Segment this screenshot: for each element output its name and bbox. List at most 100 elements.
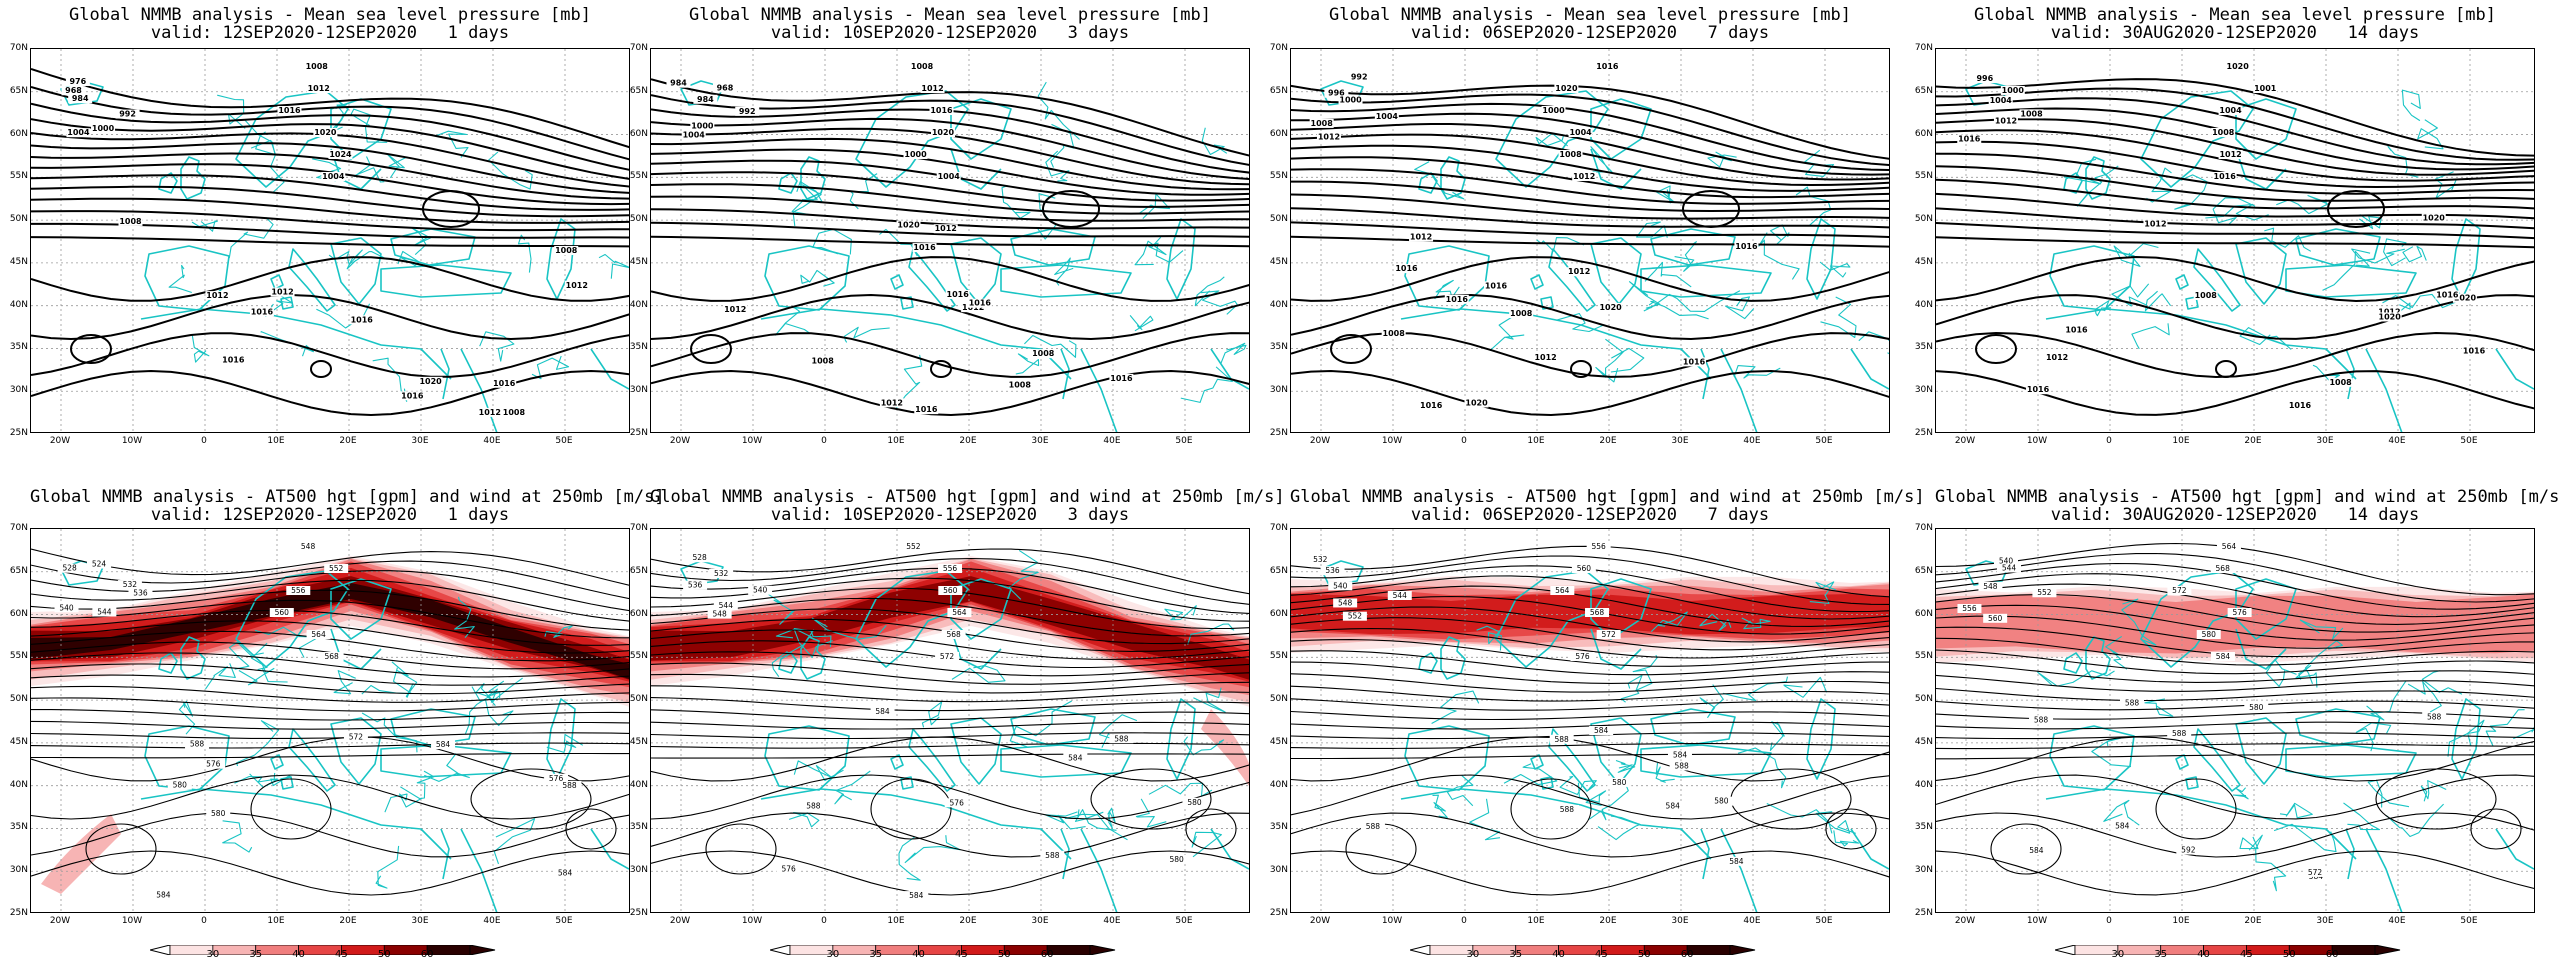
longitude-label: 30E [2316,916,2334,926]
contour-label: 588 [1555,735,1570,744]
contour-label-bg [221,355,246,365]
latitude-label: 65N [9,85,28,96]
map-canvas: 9849689849921000100410081012101610201000… [651,49,1249,432]
contour-label-bg [935,652,960,661]
colorbar-label: 40 [912,949,925,960]
panel-title: Global NMMB analysis - Mean sea level pr… [69,5,591,25]
contour-label: 1016 [401,391,424,400]
contour-label: 528 [62,564,77,573]
contour-label: 584 [909,891,924,900]
z500-panel-3: Global NMMB analysis - AT500 hgt [gpm] a… [1270,0,1925,960]
contour-label: 1008 [1311,119,1334,128]
contour-label-bg [1589,726,1614,736]
colorbar-label: 50 [1637,949,1651,960]
contour-label-bg [1709,796,1734,806]
contour-label-bg [2218,106,2243,115]
longitude-label: 20W [1954,916,1976,926]
contour-label: 584 [2115,822,2130,831]
panel-title: Global NMMB analysis - AT500 hgt [gpm] a… [1935,487,2560,507]
latitude-label: 35N [9,822,28,833]
contour-label-bg [1324,88,1349,98]
contour-label-bg [319,652,344,661]
longitude-label: 10W [121,436,143,446]
contour-label: 1000 [1339,95,1362,104]
latitude-label: 55N [1269,651,1288,662]
contour-label-bg [1724,856,1749,866]
contour-label-bg [2026,385,2051,395]
contour-labels: 9849689849921000100410081012101610201000… [666,62,1134,415]
longitude-label: 20E [1599,916,1617,926]
longitude-label: 40E [1743,916,1761,926]
contour-label: 1004 [1569,128,1592,137]
longitude-label: 50E [2460,436,2478,446]
contour-label: 1016 [947,290,970,299]
contour-label: 560 [943,586,958,595]
latitude-label: 70N [1914,523,1933,533]
contour-label-bg [903,150,928,159]
longitude-label: 30E [1031,916,1049,926]
map-plot-area: 528 532 536 540 544 548 552 556 560 564 568 572 576 5… [650,528,1250,913]
contour-label: 1020 [2454,294,2477,303]
contour-label: 976 [69,77,86,86]
contour-label-bg [1109,734,1134,744]
contour-label-bg [1957,603,1982,613]
contour-label-bg [810,356,835,366]
contour-label-bg [1444,294,1469,304]
contour-label: 1008 [1009,381,1032,390]
contour-label-bg [185,739,210,749]
longitude-label: 20W [49,916,71,926]
contour-label: 992 [119,110,136,119]
contour-label-bg [870,707,895,717]
contour-label-bg [2216,542,2241,551]
contour-label-bg [86,559,111,569]
colorbar-swatches [2054,944,2401,956]
colorbar-label: 50 [2282,949,2296,960]
contour-label-bg [249,307,274,317]
colorbar-label: 40 [292,949,305,960]
contour-label: 552 [2037,588,2052,597]
longitude-label: 10W [1381,436,1403,446]
latitude-label: 50N [629,694,648,705]
colorbar-label: 35 [869,949,883,960]
contour-label: 1016 [222,356,245,365]
longitude-label: 50E [555,436,573,446]
colorbar-swatches [769,944,1116,956]
latitude-label: 35N [1914,342,1933,353]
contour-label: 544 [97,607,112,616]
latitude-label: 70N [1269,43,1288,53]
latitude-label: 55N [1914,171,1933,182]
mslp-panel-1: Global NMMB analysis - Mean sea level pr… [10,0,630,960]
contour-label: 560 [1577,564,1592,573]
contour-label-bg [477,407,502,417]
latitude-label: 25N [629,908,648,918]
contour-label-bg [947,608,972,617]
panel-title: Global NMMB analysis - AT500 hgt [gpm] a… [1290,487,1925,507]
latitude-label: 70N [1269,523,1288,533]
latitude-label: 30N [629,865,648,876]
longitude-label: 40E [483,436,501,446]
contour-label: 1008 [2212,128,2235,137]
contour-label: 1016 [493,379,516,388]
longitude-label: 30E [411,436,429,446]
contour-label: 584 [1666,802,1681,811]
contour-label-bg [929,106,954,115]
contour-label-bg [1549,734,1574,744]
contour-label: 1016 [251,307,274,316]
latitude-label: 35N [1269,342,1288,353]
mslp-panel-3: Global NMMB analysis - Mean sea level pr… [1270,0,1890,960]
contour-label-bg [118,216,143,226]
contour-label: 544 [2002,563,2017,572]
colorbar-label: 30 [826,949,840,960]
contour-label-bg [304,62,329,71]
contour-label-bg [2193,290,2218,300]
longitude-label: 30E [1671,436,1689,446]
contour-label: 1008 [1383,329,1406,338]
contour-label-bg [2218,150,2243,159]
contour-label: 568 [1590,608,1605,617]
latitude-label: 30N [9,865,28,876]
contour-label: 1004 [1990,96,2013,105]
latitude-label: 30N [629,385,648,396]
longitude-label: 10E [887,436,905,446]
panel-title: Global NMMB analysis - Mean sea level pr… [1329,5,1851,25]
latitude-label: 65N [9,565,28,576]
